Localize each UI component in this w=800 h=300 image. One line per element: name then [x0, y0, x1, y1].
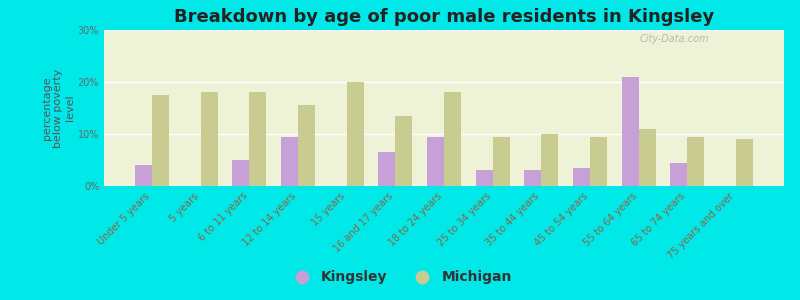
Y-axis label: percentage
below poverty
level: percentage below poverty level — [42, 68, 75, 148]
Bar — [687, 136, 705, 186]
Bar — [201, 92, 218, 186]
Bar — [638, 129, 656, 186]
Bar — [573, 168, 590, 186]
Bar — [670, 163, 687, 186]
Bar — [346, 82, 364, 186]
Title: Breakdown by age of poor male residents in Kingsley: Breakdown by age of poor male residents … — [174, 8, 714, 26]
Bar — [298, 105, 315, 186]
Bar — [152, 95, 169, 186]
Bar — [444, 92, 461, 186]
Bar — [736, 139, 753, 186]
Bar — [542, 134, 558, 186]
Legend: Kingsley, Michigan: Kingsley, Michigan — [282, 265, 518, 290]
Bar — [622, 77, 638, 186]
Bar — [427, 136, 444, 186]
Bar — [493, 136, 510, 186]
Bar — [378, 152, 395, 186]
Bar — [524, 170, 542, 186]
Bar — [232, 160, 250, 186]
Bar — [476, 170, 493, 186]
Bar — [135, 165, 152, 186]
Bar — [281, 136, 298, 186]
Bar — [590, 136, 607, 186]
Text: City-Data.com: City-Data.com — [640, 34, 710, 44]
Bar — [250, 92, 266, 186]
Bar — [395, 116, 412, 186]
